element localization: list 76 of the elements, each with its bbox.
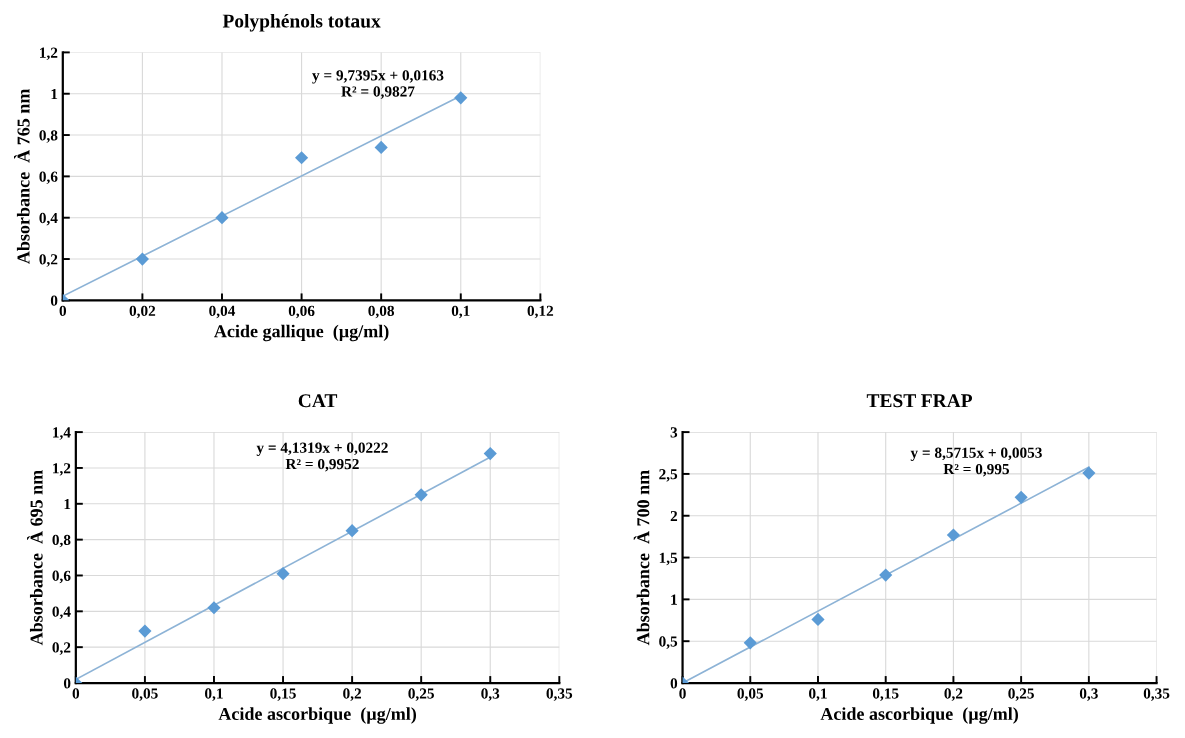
x-tick-label: 0,2 (944, 688, 963, 701)
y-tick-label: 0,2 (52, 642, 71, 655)
x-tick-label: 0,25 (1008, 688, 1034, 701)
y-axis-title: Absorbance À 700 nm (633, 470, 650, 646)
chart-title: Polyphénols totaux (222, 13, 381, 32)
x-tick-label: 0 (679, 688, 686, 699)
y-tick-label: 0 (50, 295, 58, 306)
x-axis-title: Acide ascorbique (µg/ml) (218, 707, 417, 724)
y-tick-label: 1 (64, 499, 71, 510)
point (879, 568, 893, 582)
y-tick-label: 0,8 (52, 534, 71, 548)
point (946, 528, 960, 542)
y-tick-label: 1,2 (53, 463, 71, 476)
x-tick-label: 0,15 (872, 688, 899, 701)
point (215, 211, 229, 225)
y-tick-label: 1,5 (659, 552, 678, 566)
x-tick-label: 0,05 (737, 688, 764, 701)
x-tick-label: 0,35 (1143, 688, 1170, 701)
point (454, 91, 468, 105)
y-tick-label: 1 (671, 594, 677, 605)
x-tick-label: 0,3 (1079, 688, 1098, 701)
x-tick-label: 0,06 (288, 305, 315, 319)
y-tick-label: 1,4 (53, 427, 71, 440)
annotation: y = 8,5715x + 0,0053 (910, 447, 1042, 462)
y-tick-label: 0,6 (39, 171, 58, 185)
point (374, 140, 388, 155)
point (811, 612, 825, 627)
x-tick-label: 0,15 (270, 688, 296, 701)
annotation: y = 9,7395x + 0,0163 (312, 70, 444, 84)
point (1014, 490, 1028, 504)
annotation: R² = 0,995 (943, 463, 1010, 477)
x-axis-title: Acide ascorbique (µg/ml) (820, 707, 1018, 724)
point (483, 447, 497, 461)
point (294, 151, 309, 165)
x-tick-label: 0,3 (481, 688, 500, 701)
x-tick-label: 0,1 (205, 688, 223, 701)
x-tick-label: 0 (72, 688, 80, 699)
y-tick-label: 0,8 (39, 130, 58, 143)
x-tick-label: 0,1 (809, 688, 827, 701)
point (743, 636, 757, 650)
y-tick-label: 0 (670, 678, 678, 689)
y-tick-label: 0,5 (659, 636, 678, 649)
y-tick-label: 3 (670, 427, 678, 438)
y-tick-label: 1,2 (40, 47, 58, 61)
x-tick-label: 0,02 (129, 305, 156, 319)
x-tick-label: 0,05 (132, 688, 158, 701)
x-tick-label: 0,35 (546, 688, 573, 701)
annotation: R² = 0,9827 (341, 86, 415, 99)
y-tick-label: 0,6 (52, 570, 71, 584)
annotation: R² = 0,9952 (285, 458, 359, 472)
y-tick-label: 0,2 (39, 254, 58, 267)
point (414, 488, 428, 502)
x-tick-label: 0,04 (209, 305, 236, 319)
y-tick-label: 2,5 (659, 469, 678, 482)
x-axis-title: Acide gallique (µg/ml) (214, 324, 389, 342)
y-tick-label: 0,4 (39, 212, 58, 226)
point (345, 524, 359, 538)
y-tick-label: 0 (63, 678, 71, 689)
x-tick-label: 0,08 (368, 305, 395, 319)
y-tick-label: 2 (670, 510, 678, 522)
y-tick-label: 1 (51, 88, 58, 100)
point (207, 601, 221, 615)
y-axis-title: Absorbance À 695 nm (27, 470, 43, 646)
annotation: y = 4,1319x + 0,0222 (256, 442, 388, 456)
x-tick-label: 0,25 (408, 688, 434, 701)
point (1082, 466, 1096, 480)
point (276, 567, 290, 581)
point (135, 252, 149, 266)
x-tick-label: 0,2 (343, 688, 362, 701)
chart-title: CAT (298, 394, 338, 408)
x-tick-label: 0,12 (527, 305, 554, 319)
x-tick-label: 0,1 (451, 305, 470, 319)
point (138, 624, 152, 638)
y-axis-title: Absorbance À 765 nm (14, 88, 30, 264)
y-tick-label: 0,4 (52, 606, 71, 619)
chart-title: TEST FRAP (866, 394, 973, 408)
